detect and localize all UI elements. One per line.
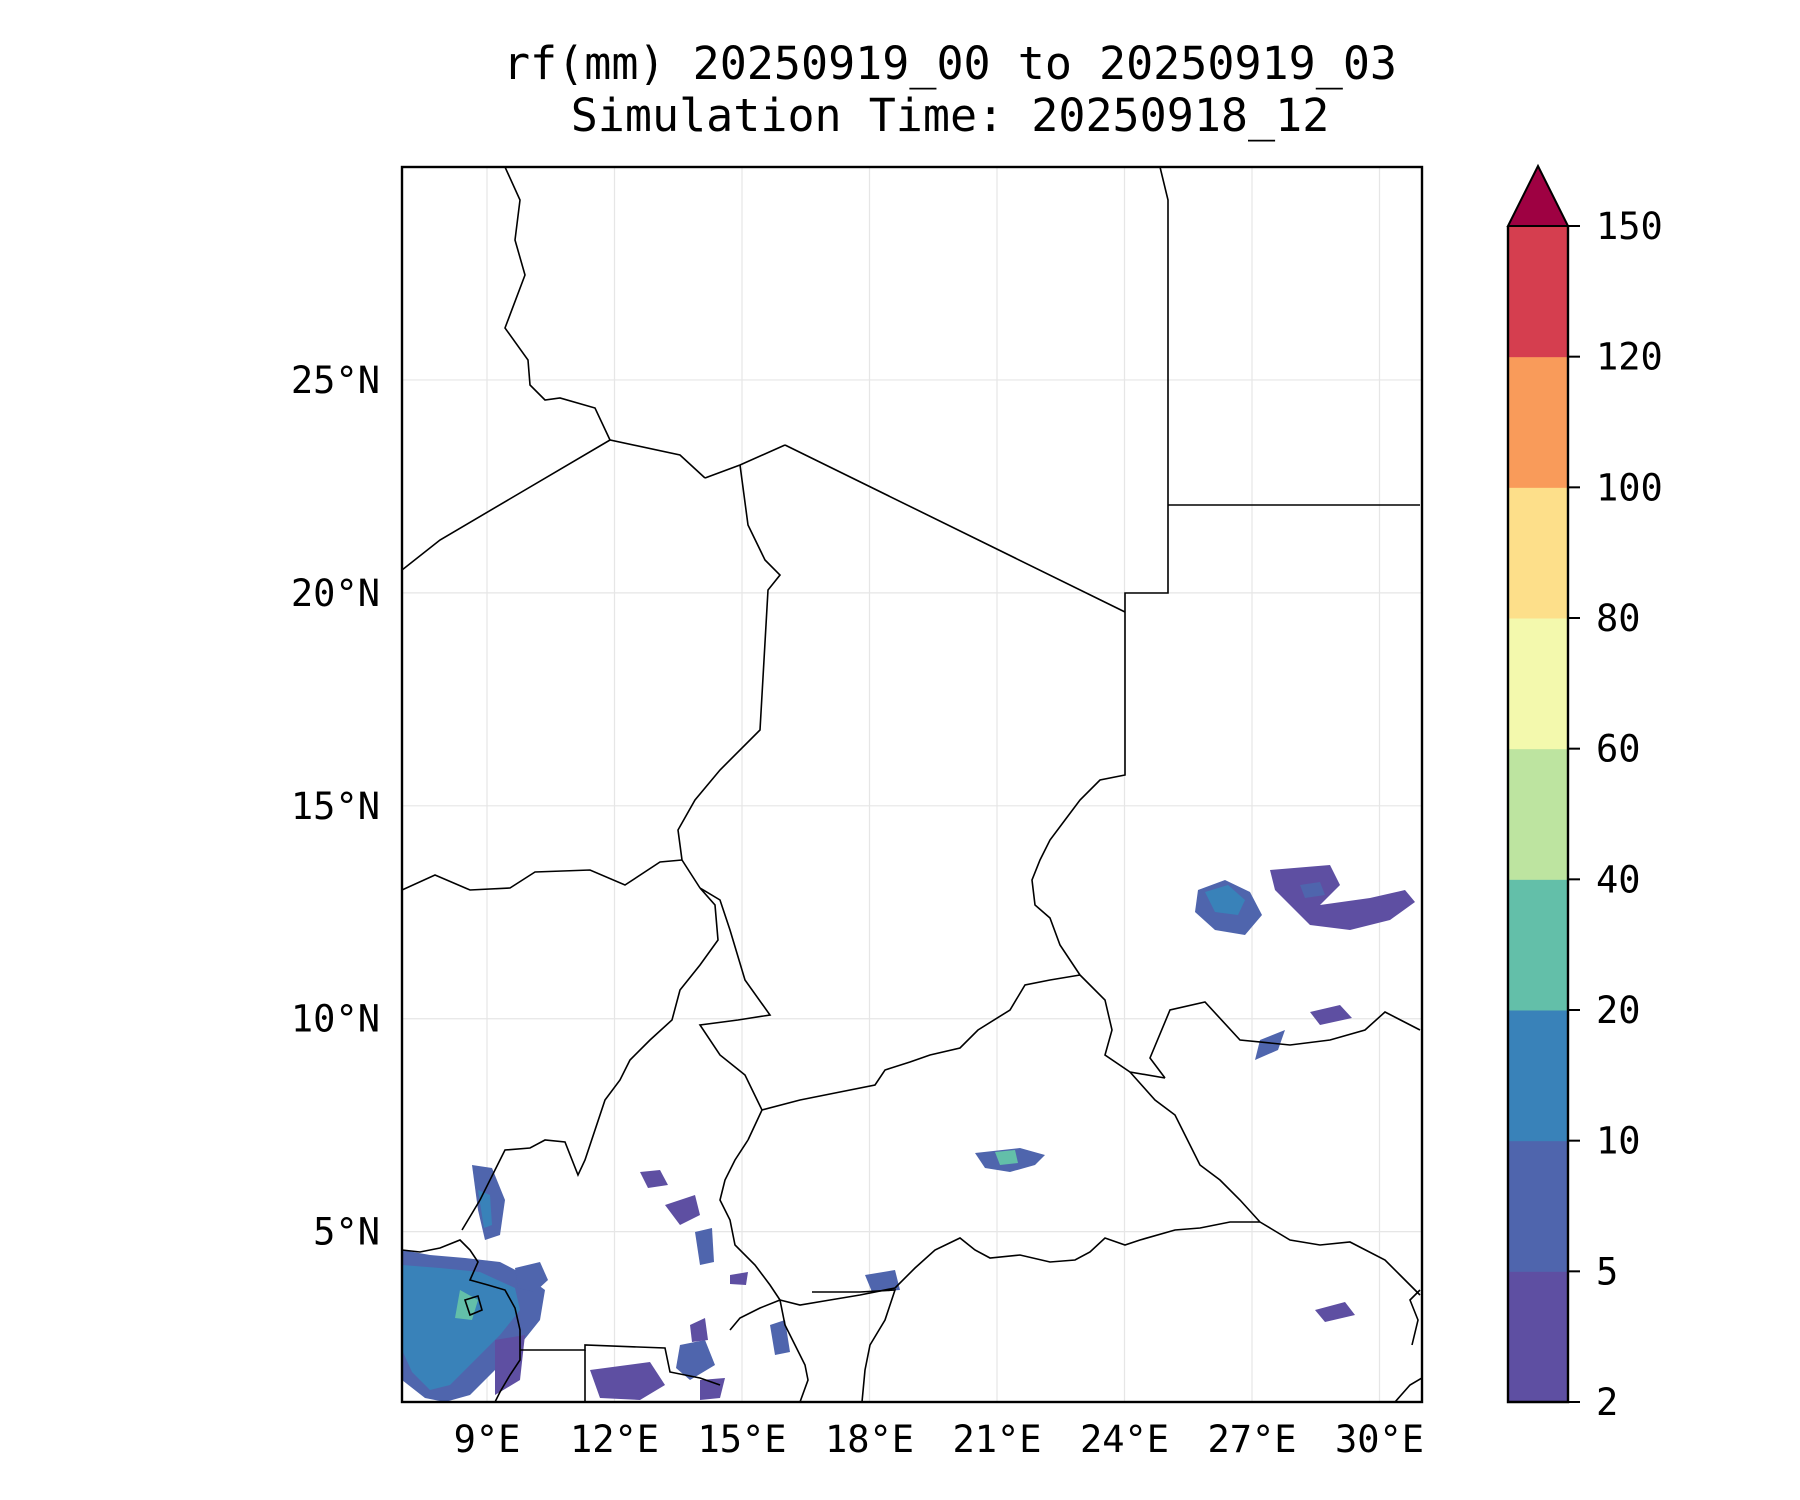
lat-tick-label: 10°N bbox=[291, 998, 380, 1041]
colorbar-tick-label: 20 bbox=[1596, 989, 1641, 1032]
rain-area-blob-s2 bbox=[590, 1362, 665, 1400]
colorbar-tick-label: 60 bbox=[1596, 728, 1641, 771]
colorbar-tick-label: 2 bbox=[1596, 1381, 1618, 1424]
colorbar-extend-arrow bbox=[1506, 163, 1570, 227]
rain-area-car-1 bbox=[865, 1270, 900, 1292]
border-chad-sudan bbox=[1031, 612, 1126, 976]
border-niger-chad bbox=[677, 464, 782, 889]
colorbar-segment bbox=[1508, 356, 1568, 488]
border-sudan-chad-north bbox=[1124, 505, 1169, 612]
colorbar-segment bbox=[1508, 487, 1568, 619]
colorbar-segment bbox=[1508, 226, 1568, 358]
colorbar-segment bbox=[1508, 1010, 1568, 1142]
colorbar-segment bbox=[1508, 748, 1568, 880]
border-niger-nigeria bbox=[402, 859, 683, 891]
rain-area-cam-3 bbox=[695, 1228, 714, 1265]
title-line-2: Simulation Time: 20250918_12 bbox=[570, 89, 1330, 142]
rain-area-cam-1 bbox=[640, 1170, 668, 1188]
colorbar-tick-label: 10 bbox=[1596, 1120, 1641, 1163]
title-line-1: rf(mm) 20250919_00 to 20250919_03 bbox=[502, 37, 1398, 90]
rain-area-cam-6 bbox=[770, 1320, 790, 1355]
border-nigeria-cameroon bbox=[461, 887, 719, 1231]
lat-tick-label: 25°N bbox=[291, 359, 380, 402]
gridlines bbox=[402, 167, 1422, 1402]
border-algeria-libya bbox=[504, 167, 611, 441]
colorbar-tick-label: 150 bbox=[1596, 205, 1663, 248]
border-kenya bbox=[1394, 1377, 1422, 1402]
colorbar-segment bbox=[1508, 1271, 1568, 1403]
border-car-sudan bbox=[1079, 974, 1166, 1079]
rain-area-sudan-west-core bbox=[1205, 885, 1245, 915]
border-algeria-niger bbox=[402, 439, 706, 571]
rain-area-sudan-east bbox=[1270, 865, 1415, 930]
rain-area-bioko bbox=[515, 1262, 548, 1292]
border-drc-inner bbox=[812, 1289, 897, 1402]
colorbar-tick-label: 100 bbox=[1596, 466, 1663, 509]
lat-tick-label: 15°N bbox=[291, 785, 380, 828]
rain-area-cam-2 bbox=[665, 1195, 700, 1225]
border-congo-cameroon bbox=[729, 1299, 781, 1331]
country-borders bbox=[402, 167, 1422, 1402]
border-chad-car bbox=[761, 974, 1081, 1111]
rain-area-blob-s3 bbox=[676, 1340, 715, 1380]
lat-tick-label: 5°N bbox=[313, 1211, 380, 1254]
border-sudan-ssudan bbox=[1149, 1001, 1421, 1079]
rain-area-sss-1 bbox=[1255, 1030, 1285, 1060]
rain-area-coast-core bbox=[402, 1265, 520, 1390]
rain-area-sss-3 bbox=[1315, 1302, 1355, 1322]
colorbar-segment bbox=[1508, 618, 1568, 750]
border-car-ssudan bbox=[1129, 1071, 1261, 1223]
border-libya-egypt bbox=[1159, 167, 1169, 505]
colorbar: 2 5 10 20 40 60 80 100 120 150 bbox=[1506, 163, 1663, 1424]
colorbar-tick-label: 5 bbox=[1596, 1250, 1618, 1293]
border-chad-cameroon bbox=[698, 887, 772, 1141]
colorbar-segment bbox=[1508, 1140, 1568, 1272]
colorbar-tick-label: 40 bbox=[1596, 858, 1641, 901]
colorbar-tick-label: 120 bbox=[1596, 336, 1663, 379]
lon-tick-label: 27°E bbox=[1207, 1418, 1296, 1461]
colorbar-tick-label: 80 bbox=[1596, 597, 1641, 640]
lat-tick-label: 20°N bbox=[291, 572, 380, 615]
rain-area-blob-s1 bbox=[495, 1335, 525, 1395]
border-uganda bbox=[1409, 1289, 1421, 1346]
border-car-drc bbox=[779, 1221, 1260, 1306]
border-ssudan-drc-uganda bbox=[1259, 1221, 1421, 1296]
map-frame bbox=[400, 165, 1424, 1404]
map-axes: 25°N 20°N 15°N 10°N 5°N 9°E 12°E 15°E 18°E 21°E 24… bbox=[291, 359, 1424, 1461]
rain-area-cam-4 bbox=[730, 1272, 748, 1285]
lon-tick-label: 9°E bbox=[454, 1418, 521, 1461]
lon-tick-label: 18°E bbox=[825, 1418, 914, 1461]
border-car-cameroon bbox=[719, 1139, 781, 1301]
rain-area-car-2-core bbox=[995, 1150, 1018, 1165]
colorbar-frame bbox=[1506, 226, 1570, 1404]
rainfall-field bbox=[402, 865, 1415, 1402]
colorbar-segment bbox=[1508, 879, 1568, 1011]
lon-tick-label: 21°E bbox=[952, 1418, 1041, 1461]
rain-area-cam-5 bbox=[690, 1318, 708, 1342]
border-chad-libya bbox=[784, 444, 1126, 613]
border-niger-libya bbox=[704, 444, 786, 479]
rain-area-sudan-east-core bbox=[1300, 882, 1325, 898]
lon-tick-label: 30°E bbox=[1335, 1418, 1424, 1461]
coast-gulf bbox=[402, 1239, 521, 1402]
border-congo-drc bbox=[779, 1299, 809, 1402]
rain-area-blob-s4 bbox=[700, 1378, 725, 1400]
lon-tick-label: 12°E bbox=[570, 1418, 659, 1461]
rain-area-sss-2 bbox=[1310, 1005, 1352, 1025]
coast-bioko bbox=[463, 1294, 483, 1317]
rain-area-cameroon-n2 bbox=[478, 1190, 492, 1228]
lon-tick-label: 15°E bbox=[697, 1418, 786, 1461]
lon-tick-label: 24°E bbox=[1080, 1418, 1169, 1461]
